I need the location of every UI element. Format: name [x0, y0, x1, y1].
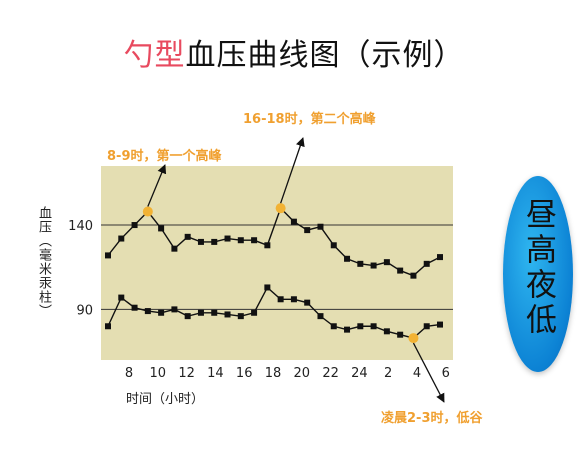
x-tick-label: 2 — [384, 366, 392, 381]
data-point — [171, 245, 178, 252]
data-point — [357, 260, 364, 267]
data-point — [118, 294, 125, 301]
data-point — [397, 331, 404, 338]
data-point — [171, 306, 178, 313]
data-point — [105, 323, 111, 330]
data-point — [370, 262, 377, 269]
data-point — [158, 309, 165, 316]
x-tick-label: 22 — [322, 366, 339, 381]
plot-area — [101, 166, 453, 360]
data-point — [330, 323, 337, 330]
data-point — [397, 267, 404, 274]
highlight-point — [275, 203, 286, 214]
data-point — [383, 259, 390, 266]
data-point — [383, 328, 390, 335]
data-point — [290, 218, 297, 225]
highlight-point — [408, 333, 419, 344]
x-tick-label: 14 — [207, 366, 224, 381]
x-axis-label: 时间（小时） — [126, 392, 205, 407]
x-tick-label: 20 — [294, 366, 311, 381]
data-point — [423, 323, 430, 330]
annotation-trough: 凌晨2-3时，低谷 — [381, 411, 483, 426]
data-point — [437, 254, 443, 261]
data-point — [264, 284, 271, 291]
data-point — [437, 321, 443, 328]
data-point — [211, 238, 218, 245]
data-point — [423, 260, 430, 267]
data-point — [357, 323, 364, 330]
data-point — [251, 309, 258, 316]
annotation-arrow — [412, 342, 445, 403]
x-tick-label: 12 — [178, 366, 195, 381]
x-tick-label: 6 — [442, 366, 450, 381]
data-point — [264, 242, 271, 249]
data-point — [184, 313, 191, 320]
data-point — [237, 237, 244, 244]
data-point — [224, 235, 231, 242]
day-high-night-low-badge: 昼高夜低 — [503, 176, 573, 372]
data-point — [211, 309, 218, 316]
data-point — [344, 255, 351, 262]
data-point — [184, 233, 191, 240]
x-tick-label: 8 — [125, 366, 133, 381]
annotation-first-peak: 8-9时，第一个高峰 — [107, 149, 222, 164]
data-point — [317, 313, 324, 320]
data-point — [330, 242, 337, 249]
y-tick-label: 90 — [76, 303, 93, 318]
data-point — [118, 235, 125, 242]
annotation-second-peak: 16-18时，第二个高峰 — [243, 112, 376, 127]
badge-text: 昼高夜低 — [520, 198, 556, 338]
data-point — [144, 308, 151, 315]
data-point — [304, 227, 311, 234]
x-tick-label: 18 — [265, 366, 282, 381]
data-point — [105, 252, 111, 259]
data-point — [344, 326, 351, 333]
y-tick-label: 140 — [68, 219, 93, 234]
data-point — [131, 222, 138, 229]
data-point — [197, 238, 204, 245]
y-axis-label: 血压（毫米汞柱） — [36, 206, 51, 318]
x-tick-label: 24 — [351, 366, 368, 381]
title-accent: 勺型 — [123, 38, 186, 73]
chart-title: 勺型血压曲线图（示例） — [0, 30, 588, 74]
title-rest: 血压曲线图（示例） — [185, 38, 465, 73]
data-point — [370, 323, 377, 330]
data-point — [158, 225, 165, 232]
data-point — [237, 313, 244, 320]
data-point — [197, 309, 204, 316]
x-tick-label: 16 — [236, 366, 253, 381]
data-point — [224, 311, 231, 318]
data-point — [131, 304, 138, 311]
annotation-arrow — [280, 137, 305, 204]
data-point — [290, 296, 297, 303]
data-point — [317, 223, 324, 230]
data-point — [304, 299, 311, 306]
annotation-arrow — [147, 164, 167, 207]
data-point — [251, 237, 258, 244]
x-tick-label: 10 — [150, 366, 167, 381]
x-tick-label: 4 — [413, 366, 421, 381]
highlight-point — [142, 206, 153, 217]
data-point — [410, 272, 417, 279]
data-point — [277, 296, 284, 303]
